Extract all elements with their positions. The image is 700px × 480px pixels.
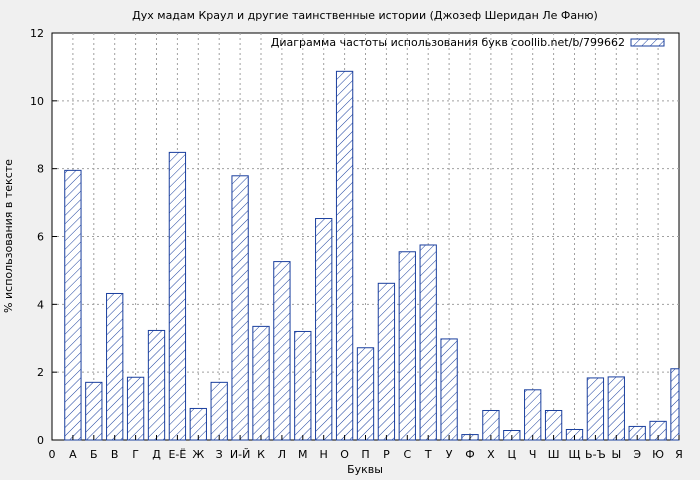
x-axis-label: Буквы <box>347 463 383 476</box>
x-tick-label: Э <box>633 448 641 461</box>
x-tick-label: Г <box>132 448 139 461</box>
x-tick-label: Х <box>487 448 495 461</box>
bar <box>168 151 187 441</box>
bar <box>64 169 82 441</box>
x-tick-label: Ц <box>508 448 517 461</box>
y-axis-label: % использования в тексте <box>2 159 15 313</box>
bar <box>419 244 437 441</box>
y-tick-label: 10 <box>30 95 44 108</box>
bar <box>147 329 166 441</box>
bar <box>670 368 680 441</box>
bar <box>294 330 312 441</box>
bar <box>377 282 396 441</box>
x-tick-label: У <box>446 448 453 461</box>
legend: Диаграмма частоты использования букв coo… <box>271 36 665 49</box>
x-tick-label: Е-Ё <box>168 448 186 461</box>
y-tick-label: 12 <box>30 27 44 40</box>
y-tick-label: 0 <box>37 434 44 447</box>
bar <box>126 376 145 441</box>
x-tick-label: Т <box>424 448 432 461</box>
bar <box>586 377 605 441</box>
y-tick-label: 6 <box>37 231 44 244</box>
x-ticks: 0 А Б В Г Д Е-Ё Ж З И-Й К Л М Н О П Р С Т У Ф Х Ц Ч Ш Щ Ь-Ъ Ы Э Ю Я <box>49 435 683 461</box>
bar <box>252 325 270 441</box>
x-tick-label: Щ <box>568 448 580 461</box>
y-tick-label: 4 <box>37 298 44 311</box>
x-tick-label: Ж <box>192 448 204 461</box>
x-tick-label: З <box>216 448 223 461</box>
x-tick-label: М <box>298 448 308 461</box>
bar <box>106 292 124 441</box>
x-tick-label: Я <box>675 448 683 461</box>
x-tick-label: И-Й <box>230 448 250 461</box>
x-tick-label: 0 <box>49 448 56 461</box>
x-tick-label: О <box>340 448 349 461</box>
bar <box>440 338 458 441</box>
x-tick-label: С <box>403 448 411 461</box>
x-tick-label: Ь-Ъ <box>585 448 606 461</box>
bar <box>398 251 416 441</box>
y-tick-label: 2 <box>37 366 44 379</box>
legend-label: Диаграмма частоты использования букв coo… <box>271 36 625 49</box>
bar <box>85 381 103 441</box>
x-tick-label: А <box>69 448 77 461</box>
bar <box>524 389 542 441</box>
bar <box>231 175 249 441</box>
x-tick-label: В <box>111 448 119 461</box>
x-tick-label: Ч <box>529 448 537 461</box>
bar <box>335 70 354 441</box>
x-tick-label: Л <box>278 448 286 461</box>
x-tick-label: Ю <box>652 448 664 461</box>
x-tick-label: Н <box>320 448 328 461</box>
bar <box>607 376 625 441</box>
bar <box>273 261 291 441</box>
x-tick-label: К <box>257 448 265 461</box>
bars <box>64 70 680 441</box>
y-tick-label: 8 <box>37 163 44 176</box>
bar <box>210 381 228 441</box>
x-tick-label: Д <box>152 448 161 461</box>
bar <box>315 218 333 441</box>
legend-swatch <box>630 38 665 47</box>
x-tick-label: Ш <box>548 448 560 461</box>
x-tick-label: Б <box>90 448 98 461</box>
x-tick-label: Ы <box>611 448 621 461</box>
x-tick-label: П <box>361 448 369 461</box>
bar <box>356 347 375 441</box>
y-ticks: 0 2 4 6 8 10 12 <box>30 27 57 447</box>
x-tick-label: Ф <box>465 448 474 461</box>
x-tick-label: Р <box>383 448 390 461</box>
chart-title: Дух мадам Краул и другие таинственные ис… <box>132 9 598 22</box>
